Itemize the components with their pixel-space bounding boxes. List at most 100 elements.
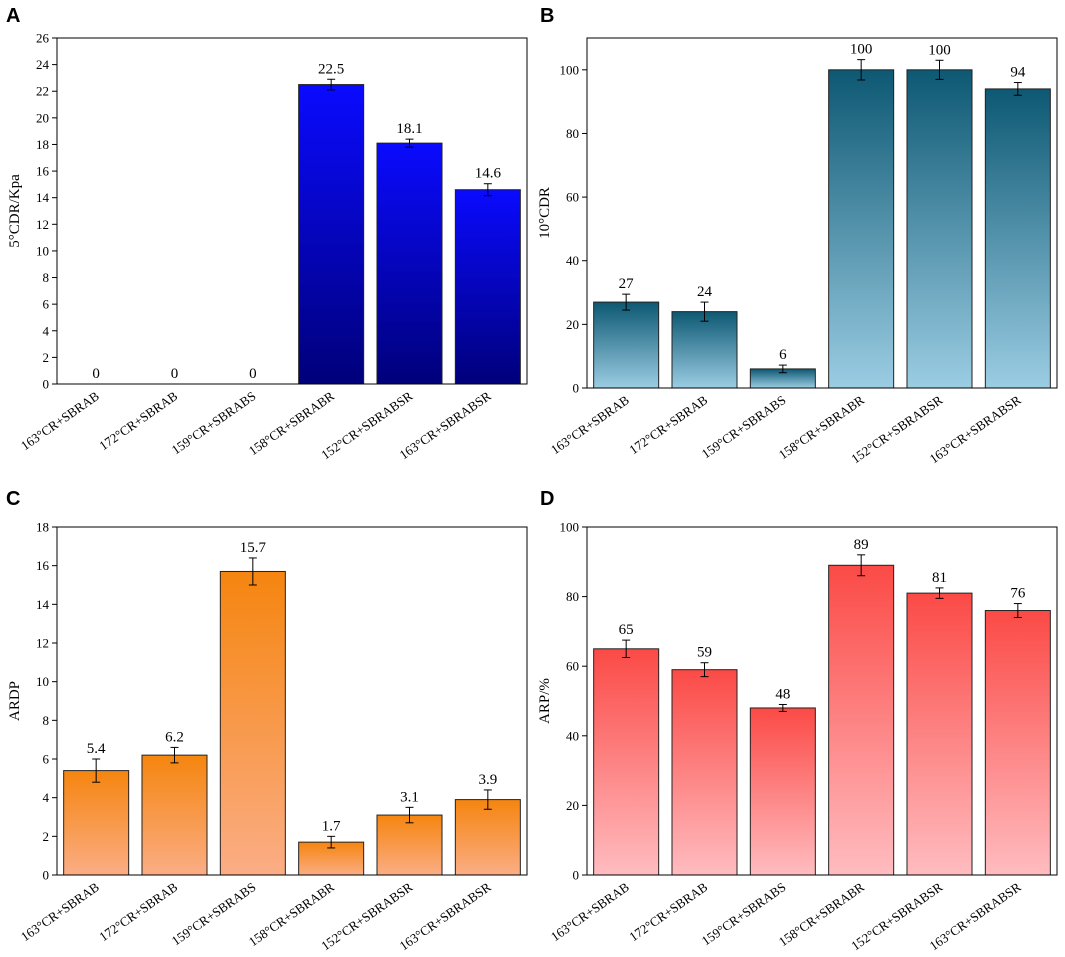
- y-tick-label: 0: [43, 377, 50, 392]
- error-bar: [483, 789, 492, 810]
- data-label: 100: [850, 42, 873, 58]
- bar: [141, 754, 208, 876]
- data-label: 6.2: [165, 729, 184, 745]
- data-label: 0: [171, 366, 179, 382]
- data-label: 100: [928, 42, 951, 58]
- data-label: 27: [619, 276, 635, 292]
- y-tick-label: 0: [573, 381, 580, 396]
- chart-panel-c: C 5.4 163°CR+SBRAB 6.2 172°CR+SBRAB 15.7 159°C…: [6, 488, 528, 953]
- y-tick-label: 18: [36, 137, 49, 152]
- error-bar: [778, 364, 787, 374]
- bar: [63, 770, 130, 876]
- error-bar: [857, 554, 866, 577]
- y-tick-label: 16: [36, 558, 50, 573]
- y-tick-label: 22: [36, 84, 49, 99]
- y-tick-label: 6: [43, 752, 50, 767]
- error-bar: [778, 703, 787, 712]
- y-tick-label: 18: [36, 520, 49, 535]
- bar: [828, 69, 895, 389]
- error-bar: [327, 835, 336, 849]
- y-axis-title: ARP/%: [537, 678, 553, 724]
- category-label: 172°CR+SBRAB: [96, 879, 180, 944]
- error-bar: [170, 746, 179, 764]
- y-tick-label: 100: [560, 520, 580, 535]
- y-tick-label: 12: [36, 217, 49, 232]
- error-bar: [92, 758, 101, 783]
- error-bar: [248, 557, 257, 586]
- data-label: 15.7: [240, 540, 267, 556]
- category-label: 172°CR+SBRAB: [626, 392, 710, 457]
- y-axis-title: 5°CDR/Kpa: [7, 174, 23, 248]
- y-tick-label: 6: [43, 297, 50, 312]
- category-label: 163°CR+SBRAB: [548, 879, 632, 944]
- bar: [298, 84, 365, 385]
- chart-panel-d: D 65 163°CR+SBRAB 59 172°CR+SBRAB 48 159°CR+SB…: [537, 488, 1058, 953]
- plot-frame: [586, 526, 1058, 876]
- y-tick-label: 20: [36, 110, 49, 125]
- y-tick-label: 14: [36, 190, 50, 205]
- y-tick-label: 16: [36, 164, 50, 179]
- category-label: 172°CR+SBRAB: [626, 879, 710, 944]
- chart-panel-b: B 27 163°CR+SBRAB 24 172°CR+SBRAB 6 159°CR+SBR…: [537, 5, 1058, 466]
- category-label: 163°CR+SBRAB: [18, 388, 102, 453]
- category-label: 163°CR+SBRAB: [18, 879, 102, 944]
- error-bar: [405, 806, 414, 824]
- y-tick-label: 0: [573, 868, 580, 883]
- y-tick-label: 26: [36, 31, 50, 46]
- error-bar: [1013, 603, 1022, 618]
- y-tick-label: 10: [36, 674, 49, 689]
- category-label: 163°CR+SBRAB: [548, 392, 632, 457]
- category-label: 159°CR+SBRABS: [169, 879, 259, 948]
- y-tick-label: 80: [566, 589, 579, 604]
- bar: [749, 707, 816, 876]
- y-tick-label: 4: [43, 323, 50, 338]
- y-axis-title: 10°CDR: [537, 187, 553, 239]
- data-label: 14.6: [475, 166, 502, 182]
- panel-letter: A: [6, 5, 20, 27]
- y-tick-label: 2: [43, 829, 50, 844]
- y-tick-label: 20: [566, 798, 579, 813]
- data-label: 76: [1010, 586, 1026, 602]
- error-bar: [327, 78, 336, 91]
- error-bar: [700, 662, 709, 678]
- y-tick-label: 2: [43, 350, 50, 365]
- bar: [376, 142, 443, 385]
- y-tick-label: 4: [43, 790, 50, 805]
- data-label: 48: [775, 686, 790, 702]
- bar: [906, 69, 973, 389]
- data-label: 0: [92, 366, 100, 382]
- plot-frame: [56, 37, 528, 385]
- data-label: 3.1: [400, 789, 419, 805]
- bar: [219, 570, 286, 876]
- error-bar: [857, 59, 866, 81]
- data-label: 18.1: [396, 121, 422, 137]
- data-label: 0: [249, 366, 257, 382]
- bar: [454, 189, 521, 385]
- y-tick-label: 8: [43, 713, 50, 728]
- data-label: 1.7: [322, 818, 341, 834]
- category-label: 159°CR+SBRABS: [699, 879, 789, 948]
- data-label: 22.5: [318, 61, 344, 77]
- bar: [376, 814, 443, 876]
- error-bar: [935, 59, 944, 80]
- bar: [906, 592, 973, 876]
- error-bar: [483, 183, 492, 197]
- bar: [828, 564, 895, 876]
- error-bar: [405, 138, 414, 148]
- bar: [593, 648, 660, 876]
- y-tick-label: 80: [566, 126, 579, 141]
- y-axis-title: ARDP: [7, 681, 23, 721]
- panel-letter: B: [540, 5, 554, 27]
- data-label: 65: [619, 622, 634, 638]
- data-label: 59: [697, 645, 712, 661]
- data-label: 81: [932, 570, 947, 586]
- error-bar: [700, 301, 709, 322]
- error-bar: [622, 639, 631, 658]
- bar: [671, 311, 738, 389]
- y-tick-label: 0: [43, 868, 50, 883]
- y-tick-label: 40: [566, 253, 579, 268]
- data-label: 24: [697, 284, 713, 300]
- bar: [984, 88, 1051, 389]
- plot-frame: [56, 526, 528, 876]
